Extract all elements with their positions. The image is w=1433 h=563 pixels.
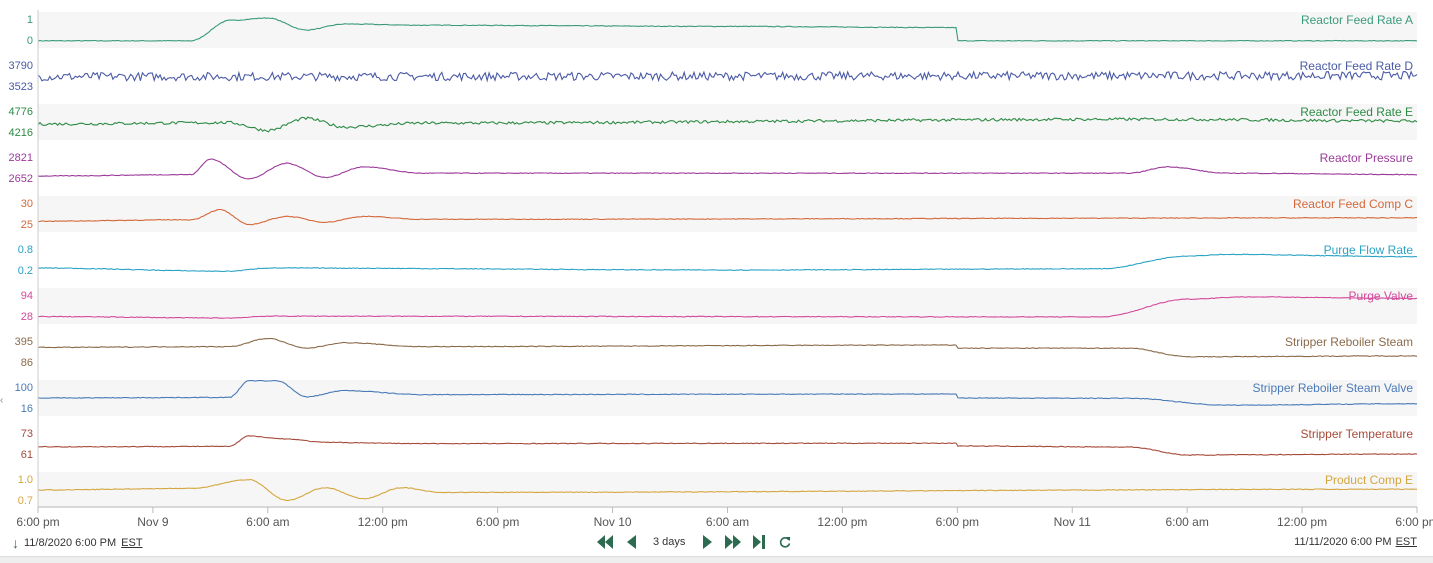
series-line[interactable] — [37, 69, 1418, 83]
refresh-button[interactable] — [777, 534, 793, 550]
refresh-icon — [780, 537, 791, 548]
start-timezone-link[interactable]: EST — [121, 537, 143, 549]
lane-band — [38, 380, 1417, 416]
series-line[interactable] — [37, 116, 1418, 133]
series-label: Reactor Feed Rate E — [1300, 105, 1413, 119]
step-back-button[interactable] — [623, 534, 639, 550]
time-nav-controls: 3 days — [597, 534, 793, 550]
y-tick-max: 395 — [15, 336, 33, 348]
x-tick-label: 12:00 pm — [1277, 515, 1327, 529]
x-tick-label: 6:00 pm — [476, 515, 519, 529]
y-tick-max: 1.0 — [18, 474, 33, 486]
step-back-large-button[interactable] — [597, 534, 613, 550]
series-line[interactable] — [37, 208, 1418, 226]
series-label: Stripper Reboiler Steam — [1285, 335, 1413, 349]
y-tick-min: 0.2 — [18, 265, 33, 277]
bottom-scrollbar[interactable] — [0, 556, 1433, 563]
lane-band — [38, 104, 1417, 140]
series-line[interactable] — [37, 296, 1418, 319]
series-label: Stripper Temperature — [1301, 427, 1414, 441]
time-navigation-footer: ↓ 11/8/2020 6:00 PM EST 3 days — [0, 533, 1433, 555]
y-tick-min: 61 — [21, 449, 33, 461]
jump-to-now-button[interactable] — [751, 534, 767, 550]
x-tick-label: Nov 11 — [1054, 515, 1091, 529]
series-label: Reactor Feed Rate D — [1300, 59, 1414, 73]
y-tick-min: 0.7 — [18, 495, 33, 507]
lane-band — [38, 196, 1417, 232]
y-tick-min: 25 — [21, 219, 33, 231]
y-tick-max: 2821 — [9, 152, 33, 164]
y-tick-max: 30 — [21, 198, 33, 210]
end-datetime: 11/11/2020 6:00 PM — [1294, 536, 1392, 548]
range-duration[interactable]: 3 days — [653, 536, 686, 548]
y-tick-min: 86 — [21, 357, 33, 369]
series-label: Product Comp E — [1325, 473, 1413, 487]
series-line[interactable] — [37, 435, 1418, 456]
y-tick-min: 28 — [21, 311, 33, 323]
x-tick-label: 6:00 pm — [16, 515, 59, 529]
y-tick-min: 0 — [27, 35, 33, 47]
triangle-right-icon — [702, 535, 712, 549]
series-label: Purge Valve — [1349, 289, 1414, 303]
y-tick-min: 4216 — [9, 127, 33, 139]
x-tick-label: 6:00 am — [1165, 515, 1208, 529]
y-tick-min: 16 — [21, 403, 33, 415]
y-tick-max: 100 — [15, 382, 33, 394]
x-tick-label: 6:00 pm — [936, 515, 979, 529]
start-time: ↓ 11/8/2020 6:00 PM EST — [12, 536, 143, 550]
x-tick-label: 6:00 am — [706, 515, 749, 529]
series-label: Reactor Pressure — [1320, 151, 1414, 165]
y-tick-min: 2652 — [9, 173, 33, 185]
x-tick-label: 6:00 pm — [1395, 515, 1433, 529]
double-triangle-right-icon — [725, 535, 742, 549]
y-tick-max: 4776 — [9, 106, 33, 118]
collapse-caret-icon[interactable]: ‹ — [0, 395, 4, 406]
skip-to-end-icon — [753, 535, 766, 549]
series-line[interactable] — [37, 253, 1418, 273]
series-line[interactable] — [37, 337, 1418, 358]
x-tick-label: Nov 9 — [137, 515, 169, 529]
end-time: 11/11/2020 6:00 PM EST — [1294, 536, 1417, 548]
series-label: Purge Flow Rate — [1324, 243, 1414, 257]
y-tick-max: 1 — [27, 14, 33, 26]
y-tick-max: 94 — [21, 290, 33, 302]
series-label: Reactor Feed Rate A — [1301, 13, 1413, 27]
start-datetime: 11/8/2020 6:00 PM — [24, 537, 117, 549]
step-forward-button[interactable] — [699, 534, 715, 550]
double-triangle-left-icon — [597, 535, 613, 549]
series-line[interactable] — [37, 158, 1418, 180]
y-tick-max: 73 — [21, 428, 33, 440]
x-tick-label: 12:00 pm — [817, 515, 867, 529]
step-forward-large-button[interactable] — [725, 534, 742, 550]
x-tick-label: 12:00 pm — [358, 515, 408, 529]
series-line[interactable] — [37, 478, 1418, 501]
series-line[interactable] — [37, 17, 1418, 42]
lane-band — [38, 288, 1417, 324]
y-tick-min: 3523 — [9, 81, 33, 93]
y-tick-max: 3790 — [9, 60, 33, 72]
triangle-left-icon — [626, 535, 636, 549]
y-tick-max: 0.8 — [18, 244, 33, 256]
x-tick-label: Nov 10 — [594, 515, 632, 529]
arrow-down-icon[interactable]: ↓ — [12, 535, 19, 551]
end-timezone-link[interactable]: EST — [1395, 536, 1417, 548]
series-line[interactable] — [37, 379, 1418, 407]
lane-band — [38, 12, 1417, 48]
series-label: Reactor Feed Comp C — [1293, 197, 1413, 211]
series-label: Stripper Reboiler Steam Valve — [1252, 381, 1413, 395]
x-tick-label: 6:00 am — [246, 515, 289, 529]
